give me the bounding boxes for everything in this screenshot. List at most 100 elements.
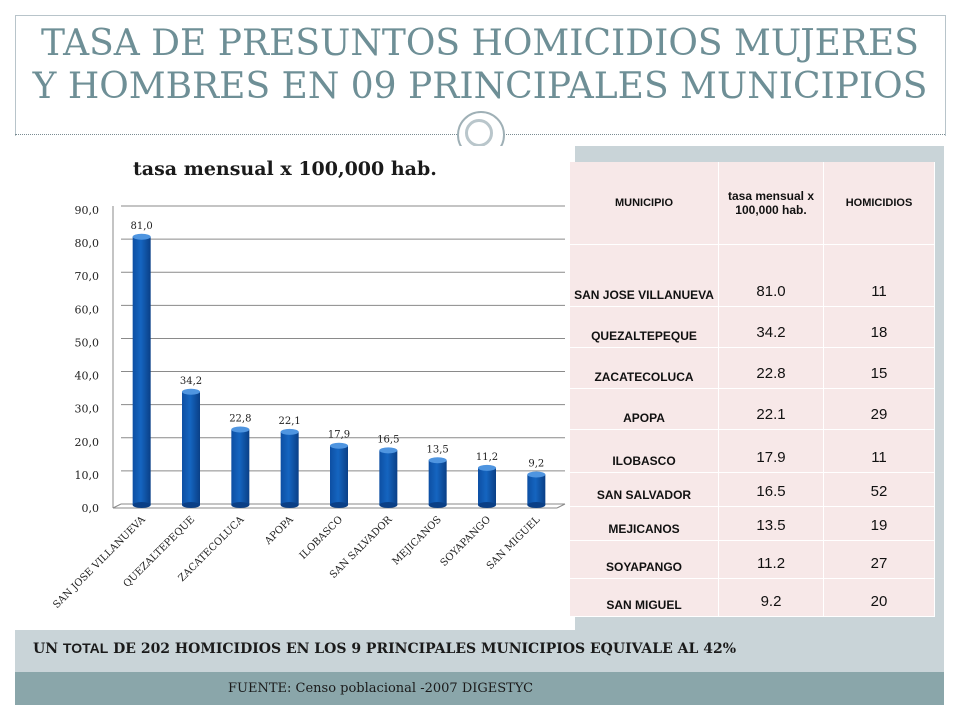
table-header-municipio: MUNICIPIO: [569, 162, 719, 245]
table-row: QUEZALTEPEQUE 34.2 18: [569, 306, 935, 348]
table-row: SOYAPANGO 11.2 27: [569, 540, 935, 579]
y-tick-label: 0,0: [82, 502, 100, 515]
bar: [527, 474, 546, 505]
bar: [478, 467, 496, 505]
table-cell-homicidios: 20: [823, 578, 935, 617]
table-cell-municipio: ZACATECOLUCA: [569, 347, 719, 389]
slide-title-line-2: Y HOMBRES EN 09 PRINCIPALES MUNICIPIOS: [32, 66, 928, 107]
table-cell-municipio: MEJICANOS: [569, 506, 719, 541]
table-cell-municipio: QUEZALTEPEQUE: [569, 306, 719, 348]
y-tick-label: 10,0: [75, 469, 100, 482]
summary-total: TOTAL: [62, 640, 109, 656]
source-note: FUENTE: Censo poblacional -2007 DIGESTYC: [228, 681, 534, 696]
category-label: APOPA: [262, 514, 296, 548]
table-header-row: MUNICIPIO tasa mensual x 100,000 hab. HO…: [569, 162, 935, 245]
bar-top: [428, 457, 447, 464]
table-row: SAN JOSE VILLANUEVA 81.0 11: [569, 244, 935, 307]
bar: [182, 391, 200, 505]
y-tick-label: 50,0: [75, 336, 100, 349]
bar-top: [527, 471, 546, 478]
bar-top: [231, 426, 250, 433]
table-row: APOPA 22.1 29: [569, 388, 935, 430]
bar-base: [428, 502, 447, 508]
bar-base: [379, 502, 398, 508]
bar: [231, 429, 250, 505]
bar-top: [478, 464, 496, 471]
table-cell-homicidios: 18: [823, 306, 935, 348]
decorative-ring-inner-icon: [465, 119, 493, 147]
table-cell-rate: 9.2: [718, 578, 824, 617]
table-header-homicidios: HOMICIDIOS: [823, 162, 935, 245]
table-cell-rate: 22.1: [718, 388, 824, 430]
y-tick-label: 60,0: [75, 303, 100, 316]
bar-base: [330, 502, 348, 508]
category-label: SOYAPANGO: [439, 514, 494, 569]
bar-base: [182, 502, 200, 508]
table-header-rate: tasa mensual x 100,000 hab.: [718, 162, 824, 245]
table-cell-municipio: SAN JOSE VILLANUEVA: [569, 244, 719, 307]
data-label: 81,0: [131, 221, 153, 232]
footer-band: [15, 672, 944, 705]
table-row: MEJICANOS 13.5 19: [569, 506, 935, 541]
y-tick-label: 30,0: [75, 403, 100, 416]
table-cell-homicidios: 27: [823, 540, 935, 579]
chart-area: [15, 146, 575, 630]
y-tick-label: 70,0: [75, 270, 100, 283]
table-cell-rate: 17.9: [718, 429, 824, 473]
table-cell-rate: 11.2: [718, 540, 824, 579]
table-cell-homicidios: 52: [823, 472, 935, 507]
table-cell-municipio: SOYAPANGO: [569, 540, 719, 579]
chart-title: tasa mensual x 100,000 hab.: [133, 158, 437, 180]
y-tick-label: 90,0: [75, 204, 100, 217]
category-label: SAN JOSE VILLANUEVA: [51, 514, 148, 611]
data-label: 13,5: [427, 444, 449, 455]
category-label: ILOBASCO: [298, 514, 345, 561]
data-label: 9,2: [528, 459, 544, 470]
table-cell-homicidios: 11: [823, 429, 935, 473]
bar: [428, 460, 447, 505]
table-cell-municipio: APOPA: [569, 388, 719, 430]
bar: [379, 450, 398, 505]
data-label: 17,9: [328, 430, 350, 441]
table-cell-homicidios: 19: [823, 506, 935, 541]
bar-top: [280, 428, 299, 435]
category-label: SAN MIGUEL: [485, 514, 543, 572]
bar: [132, 236, 151, 506]
table-cell-homicidios: 15: [823, 347, 935, 389]
y-tick-label: 80,0: [75, 237, 100, 250]
bar-top: [182, 388, 200, 395]
table-cell-rate: 34.2: [718, 306, 824, 348]
bar-base: [527, 502, 546, 508]
table-cell-rate: 81.0: [718, 244, 824, 307]
data-label: 34,2: [180, 376, 202, 387]
slide-title: TASA DE PRESUNTOS HOMICIDIOS MUJERES Y H…: [20, 22, 940, 108]
table-cell-rate: 13.5: [718, 506, 824, 541]
bar-top: [379, 447, 398, 454]
table-row: SAN SALVADOR 16.5 52: [569, 472, 935, 507]
bar-base: [280, 502, 299, 508]
table-cell-municipio: SAN MIGUEL: [569, 578, 719, 617]
table-cell-municipio: SAN SALVADOR: [569, 472, 719, 507]
summary-text: UN TOTAL DE 202 HOMICIDIOS EN LOS 9 PRIN…: [33, 640, 736, 657]
summary-rest: DE 202 HOMICIDIOS EN LOS 9 PRINCIPALES M…: [108, 641, 737, 657]
bar-top: [330, 442, 348, 449]
y-tick-label: 40,0: [75, 370, 100, 383]
bar-base: [132, 502, 151, 508]
bar: [280, 431, 299, 505]
x-axis-back: [556, 503, 566, 509]
bar-base: [478, 502, 496, 508]
table-row: ILOBASCO 17.9 11: [569, 429, 935, 473]
category-label: MEJICANOS: [391, 514, 444, 567]
table-row: ZACATECOLUCA 22.8 15: [569, 347, 935, 389]
table-cell-rate: 16.5: [718, 472, 824, 507]
data-label: 16,5: [377, 434, 399, 445]
table-cell-municipio: ILOBASCO: [569, 429, 719, 473]
table-cell-rate: 22.8: [718, 347, 824, 389]
slide-title-line-1: TASA DE PRESUNTOS HOMICIDIOS MUJERES: [41, 23, 919, 64]
table-row: SAN MIGUEL 9.2 20: [569, 578, 935, 617]
table-cell-homicidios: 29: [823, 388, 935, 430]
axis-corner: [112, 503, 122, 509]
data-label: 11,2: [476, 452, 498, 463]
data-table: MUNICIPIO tasa mensual x 100,000 hab. HO…: [569, 162, 935, 617]
